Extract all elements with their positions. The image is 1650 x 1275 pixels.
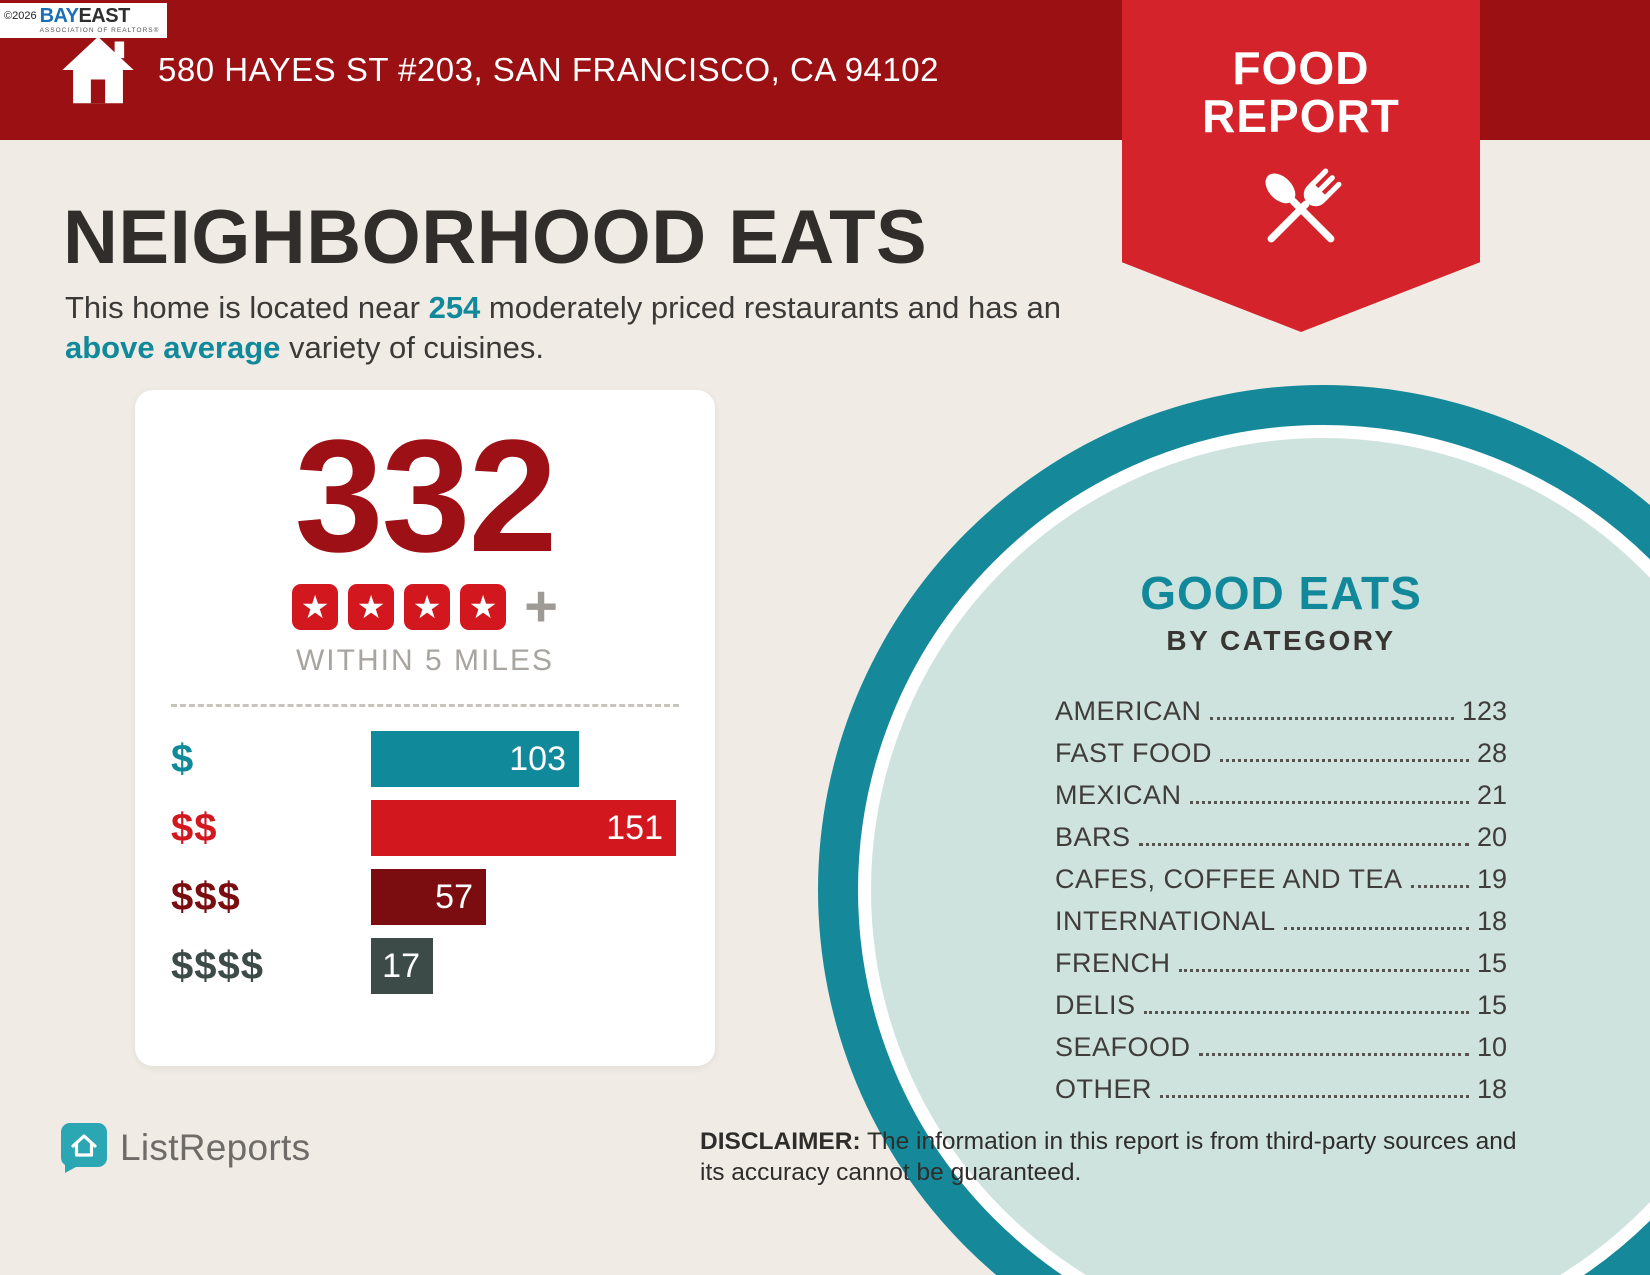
price-tier-label: $$$ — [171, 874, 241, 919]
category-row: DELIS 15 — [1055, 983, 1507, 1025]
variety-highlight: above average — [65, 329, 281, 365]
price-tier-bar: 17 — [371, 938, 433, 994]
property-address: 580 HAYES ST #203, SAN FRANCISCO, CA 941… — [158, 51, 939, 88]
disclaimer-label: DISCLAIMER: — [700, 1128, 861, 1155]
good-eats-circle — [818, 385, 1650, 1275]
category-row: SEAFOOD 10 — [1055, 1025, 1507, 1067]
dotted-leader — [1178, 969, 1469, 972]
listreports-logo: ListReports — [60, 1122, 310, 1174]
bar-row: $$ 151 — [171, 800, 679, 856]
category-row: MEXICAN 21 — [1055, 773, 1507, 815]
star-icon: ★ — [460, 584, 507, 630]
dotted-leader — [1160, 1095, 1469, 1098]
dotted-leader — [1138, 843, 1469, 846]
category-row: FRENCH 15 — [1055, 941, 1507, 983]
category-label: AMERICAN — [1055, 696, 1202, 726]
spoon-fork-icon — [1265, 168, 1342, 243]
category-row: FAST FOOD 28 — [1055, 731, 1507, 773]
bayeast-subtitle: ASSOCIATION OF REALTORS® — [39, 27, 160, 34]
category-value: 21 — [1476, 780, 1507, 810]
ribbon-line1: FOOD — [1232, 42, 1370, 94]
star-icon: ★ — [292, 584, 339, 630]
dotted-leader — [1410, 885, 1469, 888]
category-row: CAFES, COFFEE AND TEA 19 — [1055, 857, 1507, 899]
star-icon: ★ — [404, 584, 451, 630]
price-tier-bar: 151 — [371, 800, 676, 856]
category-value: 123 — [1461, 696, 1507, 726]
price-tier-bar: 57 — [371, 869, 486, 925]
category-label: INTERNATIONAL — [1055, 906, 1276, 936]
star-icon: ★ — [348, 584, 395, 630]
ribbon-line2: REPORT — [1202, 90, 1400, 143]
copyright-text: ©2026 — [4, 10, 37, 22]
category-row: INTERNATIONAL 18 — [1055, 899, 1507, 941]
bar-value: 17 — [382, 946, 420, 985]
bar-value: 57 — [435, 877, 473, 916]
category-label: MEXICAN — [1055, 780, 1182, 810]
category-value: 15 — [1476, 948, 1507, 978]
bayeast-brand: BAYEAST — [39, 5, 131, 27]
dotted-leader — [1283, 927, 1469, 930]
category-value: 19 — [1476, 864, 1507, 894]
category-label: BARS — [1055, 822, 1131, 852]
dotted-leader — [1198, 1053, 1469, 1056]
category-label: FAST FOOD — [1055, 738, 1213, 768]
price-tier-bar: 103 — [371, 731, 579, 787]
bar-row: $$$$ 17 — [171, 938, 679, 994]
category-value: 18 — [1476, 1074, 1507, 1104]
good-eats-title: GOOD EATS — [1140, 567, 1422, 619]
category-value: 15 — [1476, 990, 1507, 1020]
restaurant-count: 254 — [428, 290, 481, 325]
bayeast-logo: ©2026 BAYEAST ASSOCIATION OF REALTORS® — [0, 3, 168, 38]
category-value: 10 — [1476, 1032, 1507, 1062]
category-row: BARS 20 — [1055, 815, 1507, 857]
category-label: OTHER — [1055, 1074, 1152, 1104]
listreports-icon — [61, 1123, 107, 1173]
price-tier-label: $$ — [171, 805, 218, 850]
good-eats-panel: GOOD EATS BY CATEGORY AMERICAN 123 FAST FO… — [1055, 566, 1507, 1109]
bar-value: 151 — [606, 808, 663, 847]
page-title: NEIGHBORHOOD EATS — [63, 195, 928, 280]
total-restaurants: 332 — [294, 406, 558, 585]
price-bar-chart: $103 $$ 151 $$$ 57 $$$$ 17 — [171, 731, 679, 994]
good-eats-subtitle: BY CATEGORY — [1166, 625, 1396, 656]
category-label: CAFES, COFFEE AND TEA — [1055, 864, 1403, 894]
divider — [171, 704, 679, 707]
disclaimer: DISCLAIMER: The information in this repo… — [700, 1128, 1517, 1187]
category-row: AMERICAN 123 — [1055, 689, 1507, 731]
category-label: SEAFOOD — [1055, 1032, 1191, 1062]
dotted-leader — [1189, 801, 1469, 804]
category-value: 18 — [1476, 906, 1507, 936]
star-rating: ★ ★ ★ ★ + — [171, 573, 679, 639]
category-value: 20 — [1476, 822, 1507, 852]
dotted-leader — [1209, 717, 1454, 720]
dotted-leader — [1220, 759, 1469, 762]
good-eats-circle-inner — [858, 425, 1650, 1275]
intro-text: This home is located near 254 moderately… — [65, 290, 1062, 365]
category-list: AMERICAN 123 FAST FOOD 28 MEXICAN 21 BARS 20 CAF… — [1055, 689, 1507, 1109]
home-icon — [62, 36, 134, 104]
plus-sign: + — [524, 573, 558, 639]
dotted-leader — [1143, 1011, 1469, 1014]
price-tier-label: $$$$ — [171, 943, 264, 988]
category-label: FRENCH — [1055, 948, 1171, 978]
radius-label: WITHIN 5 MILES — [295, 644, 555, 677]
category-row: OTHER 18 — [1055, 1067, 1507, 1109]
category-value: 28 — [1476, 738, 1507, 768]
bar-row: $103 — [171, 731, 679, 787]
listreports-wordmark: ListReports — [120, 1127, 311, 1168]
stats-card: 332 ★ ★ ★ ★ + WITHIN 5 MILES $103 $$ 151 $$$ 57 $… — [135, 390, 715, 1066]
ribbon-title: FOOD REPORT — [1122, 0, 1480, 141]
bar-value: 103 — [509, 739, 566, 778]
bar-row: $$$ 57 — [171, 869, 679, 925]
food-report-ribbon: FOOD REPORT — [1122, 0, 1480, 332]
price-tier-label: $ — [171, 736, 195, 781]
category-label: DELIS — [1055, 990, 1136, 1020]
